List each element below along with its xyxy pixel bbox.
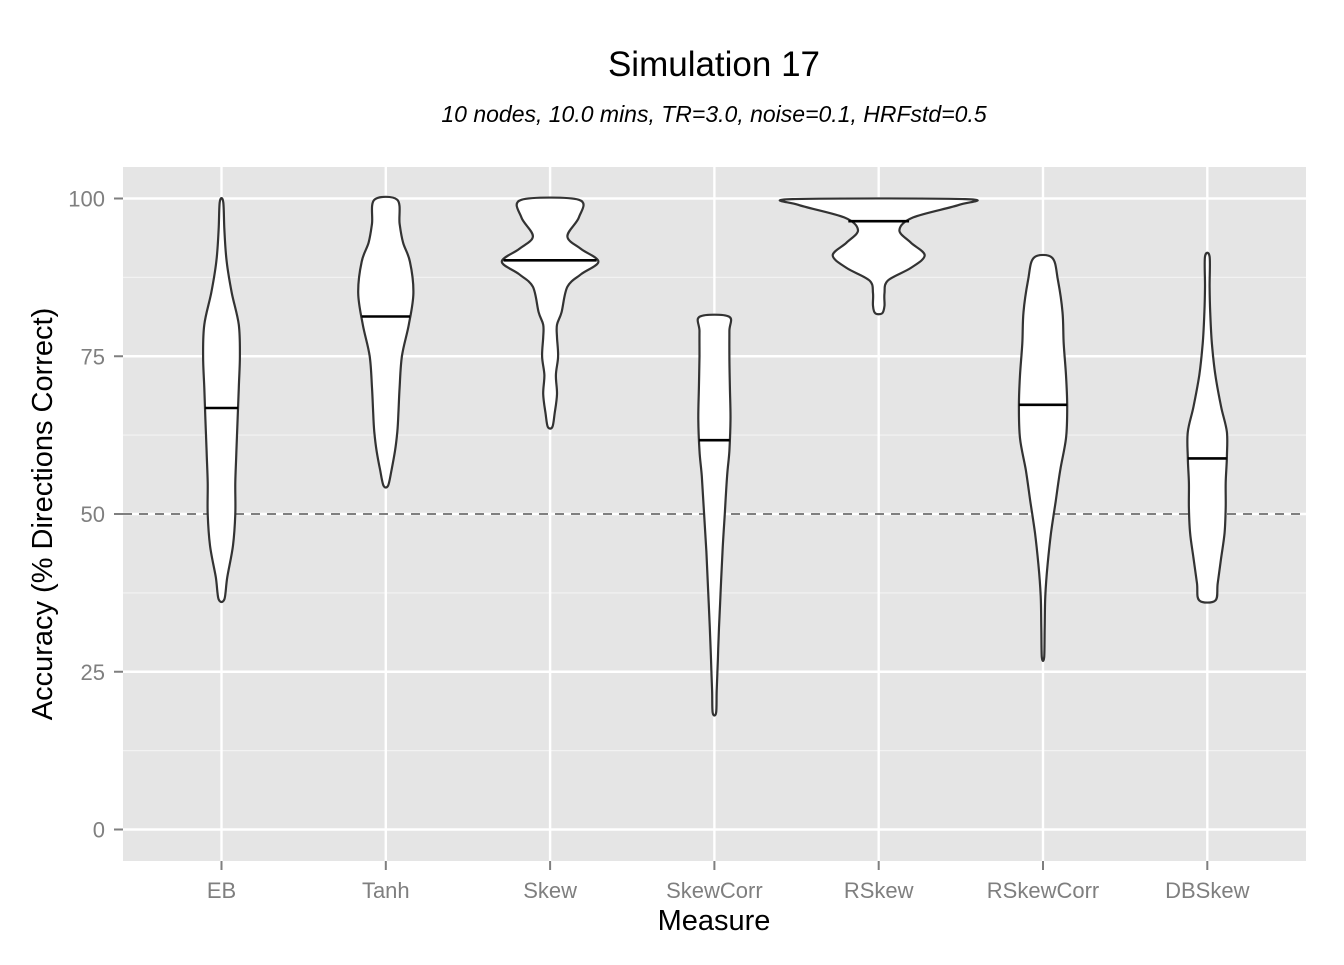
violin-skewcorr xyxy=(696,313,733,717)
axes: 0 25 50 75 100 EB Tanh Skew SkewCorr RSkew RSkewCo… xyxy=(68,187,1249,904)
x-tick-label: EB xyxy=(207,878,236,903)
violin-rskew xyxy=(778,197,979,316)
y-tick-label: 50 xyxy=(81,502,105,527)
violins xyxy=(201,195,1229,717)
chart-subtitle: 10 nodes, 10.0 mins, TR=3.0, noise=0.1, … xyxy=(441,101,986,127)
y-axis-title: Accuracy (% Directions Correct) xyxy=(27,308,59,721)
x-axis-title: Measure xyxy=(658,905,771,937)
y-tick-label: 75 xyxy=(81,344,105,369)
y-tick-label: 100 xyxy=(68,187,105,212)
violin-eb xyxy=(201,197,242,604)
violin-dbskew xyxy=(1186,251,1229,604)
y-tick-label: 25 xyxy=(81,660,105,685)
x-tick-label: RSkew xyxy=(844,878,914,903)
violin-rskewcorr xyxy=(1017,253,1069,663)
chart-title: Simulation 17 xyxy=(608,45,820,84)
x-tick-label: Skew xyxy=(523,878,577,903)
x-tick-label: SkewCorr xyxy=(666,878,763,903)
violin-tanh xyxy=(357,195,415,489)
y-tick-label: 0 xyxy=(93,818,105,843)
x-tick-label: DBSkew xyxy=(1165,878,1249,903)
x-tick-label: Tanh xyxy=(362,878,410,903)
x-tick-label: RSkewCorr xyxy=(987,878,1099,903)
violin-skew xyxy=(500,196,600,430)
